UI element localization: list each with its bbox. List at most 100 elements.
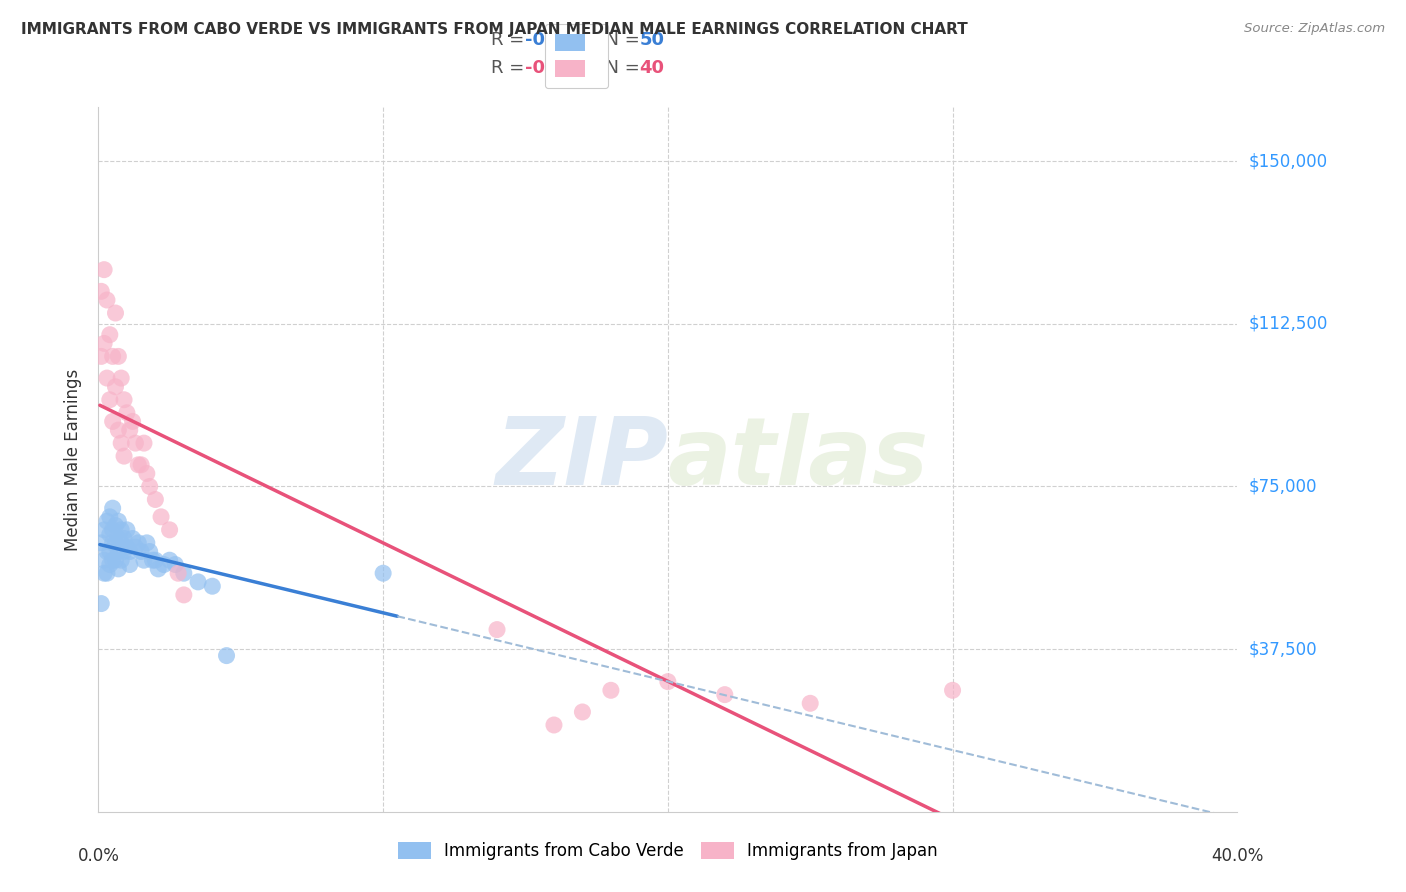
Point [107, 423, 129, 437]
Text: -0.375: -0.375 [526, 59, 591, 78]
Point [101, 536, 124, 550]
Point [153, 558, 176, 572]
Point [107, 532, 129, 546]
Point [107, 350, 129, 364]
Text: 40: 40 [640, 59, 665, 78]
Point [167, 566, 190, 581]
Point [112, 544, 135, 558]
Point [98, 558, 121, 572]
Point [101, 350, 124, 364]
Text: 50: 50 [640, 31, 665, 49]
Point [93, 553, 115, 567]
Text: R =: R = [491, 31, 530, 49]
Point [118, 544, 141, 558]
Point [159, 553, 181, 567]
Point [112, 392, 135, 407]
Point [104, 380, 127, 394]
Point [98, 509, 121, 524]
Y-axis label: Median Male Earnings: Median Male Earnings [65, 368, 83, 550]
Point [101, 523, 124, 537]
Point [90, 597, 112, 611]
Point [101, 501, 124, 516]
Point [112, 532, 135, 546]
Point [110, 553, 132, 567]
Point [96, 544, 118, 558]
Point [173, 566, 195, 581]
Point [98, 392, 121, 407]
Point [110, 536, 132, 550]
Point [118, 558, 141, 572]
Point [101, 553, 124, 567]
Text: $150,000: $150,000 [1249, 153, 1327, 170]
Point [173, 588, 195, 602]
Point [145, 553, 167, 567]
Point [96, 514, 118, 528]
Point [104, 306, 127, 320]
Point [129, 544, 152, 558]
Point [104, 536, 127, 550]
Point [201, 579, 224, 593]
Point [115, 540, 138, 554]
Point [104, 553, 127, 567]
Point [145, 492, 167, 507]
Text: atlas: atlas [668, 413, 929, 506]
Point [159, 523, 181, 537]
Text: -0.276: -0.276 [526, 31, 591, 49]
Text: $37,500: $37,500 [1249, 640, 1317, 658]
Point [138, 479, 160, 493]
Point [135, 467, 157, 481]
Point [110, 523, 132, 537]
Point [93, 262, 115, 277]
Point [107, 562, 129, 576]
Point [124, 436, 146, 450]
Point [107, 514, 129, 528]
Point [93, 523, 115, 537]
Point [132, 553, 155, 567]
Point [96, 371, 118, 385]
Point [657, 674, 679, 689]
Point [115, 406, 138, 420]
Point [571, 705, 593, 719]
Point [115, 523, 138, 537]
Text: N =: N = [593, 59, 645, 78]
Point [90, 350, 112, 364]
Point [799, 696, 821, 710]
Text: Source: ZipAtlas.com: Source: ZipAtlas.com [1244, 22, 1385, 36]
Point [129, 458, 152, 472]
Point [373, 566, 395, 581]
Text: N =: N = [593, 31, 645, 49]
Text: 0.0%: 0.0% [77, 847, 120, 865]
Point [101, 414, 124, 428]
Legend: Immigrants from Cabo Verde, Immigrants from Japan: Immigrants from Cabo Verde, Immigrants f… [391, 835, 945, 867]
Point [112, 449, 135, 463]
Text: R =: R = [491, 59, 530, 78]
Point [215, 648, 238, 663]
Point [148, 562, 170, 576]
Point [165, 558, 187, 572]
Text: IMMIGRANTS FROM CABO VERDE VS IMMIGRANTS FROM JAPAN MEDIAN MALE EARNINGS CORRELA: IMMIGRANTS FROM CABO VERDE VS IMMIGRANTS… [21, 22, 967, 37]
Point [121, 414, 143, 428]
Point [98, 327, 121, 342]
Point [96, 566, 118, 581]
Point [118, 423, 141, 437]
Point [98, 527, 121, 541]
Point [124, 540, 146, 554]
Point [104, 518, 127, 533]
Point [135, 536, 157, 550]
Text: ZIP: ZIP [495, 413, 668, 506]
Point [486, 623, 509, 637]
Point [93, 566, 115, 581]
Point [942, 683, 965, 698]
Point [187, 574, 209, 589]
Point [600, 683, 623, 698]
Point [132, 436, 155, 450]
Point [107, 544, 129, 558]
Point [127, 536, 149, 550]
Text: $112,500: $112,500 [1249, 315, 1327, 333]
Point [714, 688, 737, 702]
Point [543, 718, 565, 732]
Text: $75,000: $75,000 [1249, 477, 1317, 495]
Text: 40.0%: 40.0% [1211, 847, 1264, 865]
Point [138, 544, 160, 558]
Point [141, 553, 163, 567]
